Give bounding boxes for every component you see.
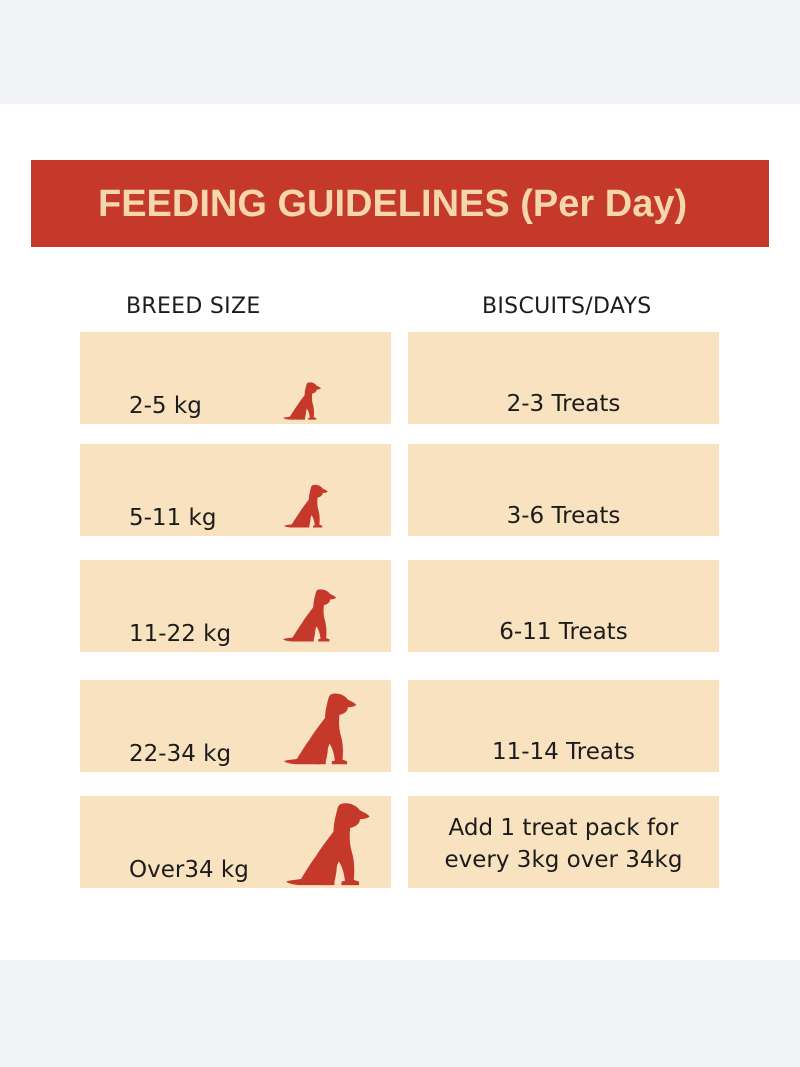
treats-cell: 3-6 Treats bbox=[408, 444, 719, 536]
biscuits-header: BISCUITS/DAYS bbox=[482, 294, 652, 319]
treats-cell: Add 1 treat pack for every 3kg over 34kg bbox=[408, 796, 719, 888]
treats-label: 11-14 Treats bbox=[491, 739, 635, 765]
breed-cell: 5-11 kg bbox=[80, 444, 391, 536]
dog-icon bbox=[281, 482, 333, 528]
dog-icon bbox=[281, 689, 363, 765]
dog-icon bbox=[281, 798, 379, 886]
treats-cell: 6-11 Treats bbox=[408, 560, 719, 652]
treats-label: 3-6 Treats bbox=[506, 503, 621, 529]
breed-cell: 22-34 kg bbox=[80, 680, 391, 772]
treats-label: Add 1 treat pack for every 3kg over 34kg bbox=[444, 815, 683, 873]
weight-label: 2-5 kg bbox=[129, 393, 202, 419]
breed-cell: 2-5 kg bbox=[80, 332, 391, 424]
treats-cell: 2-3 Treats bbox=[408, 332, 719, 424]
weight-label: 5-11 kg bbox=[129, 505, 217, 531]
breed-cell: 11-22 kg bbox=[80, 560, 391, 652]
dog-icon bbox=[281, 586, 341, 642]
weight-label: 11-22 kg bbox=[129, 621, 232, 647]
treats-label: 2-3 Treats bbox=[506, 391, 621, 417]
title-banner: FEEDING GUIDELINES (Per Day) bbox=[31, 160, 769, 247]
treats-label: 6-11 Treats bbox=[499, 619, 628, 645]
breed-cell: Over34 kg bbox=[80, 796, 391, 888]
treats-cell: 11-14 Treats bbox=[408, 680, 719, 772]
weight-label: 22-34 kg bbox=[129, 741, 232, 767]
weight-label: Over34 kg bbox=[129, 857, 249, 883]
dog-icon bbox=[281, 380, 325, 420]
feeding-guidelines-sheet: FEEDING GUIDELINES (Per Day) BREED SIZE … bbox=[0, 104, 800, 960]
breed-size-header: BREED SIZE bbox=[126, 294, 261, 319]
page-title: FEEDING GUIDELINES (Per Day) bbox=[98, 183, 688, 225]
